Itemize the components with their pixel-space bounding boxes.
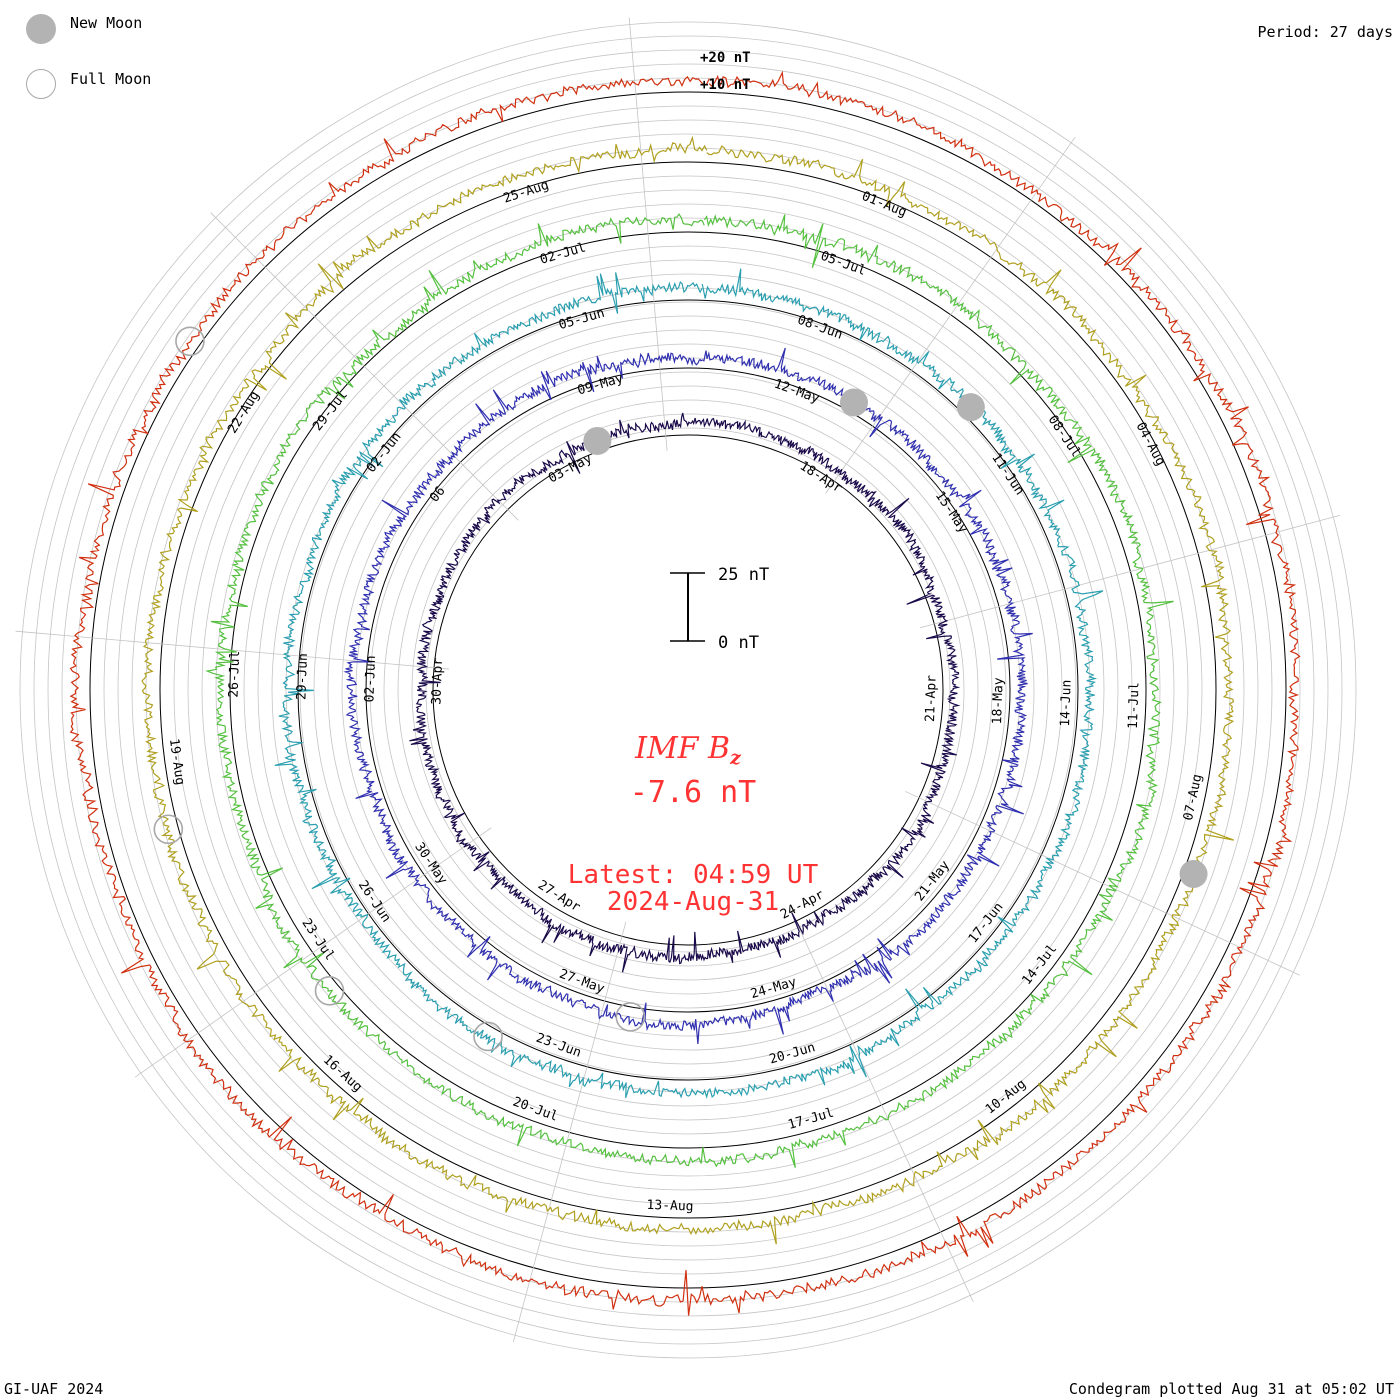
date-labels: 18-Apr21-Apr24-Apr27-Apr30-Apr03-May12-M…: [166, 178, 1206, 1215]
latest-time: Latest: 04:59 UT: [568, 860, 819, 890]
grid-circle: [131, 133, 1245, 1247]
grid-circle: [19, 21, 1357, 1359]
full-moon-legend-label: Full Moon: [70, 70, 152, 88]
grid-spoke: [789, 907, 974, 1302]
offset-label-10: +10 nT: [700, 77, 751, 93]
plotted-timestamp: Condegram plotted Aug 31 at 05:02 UT: [1068, 1380, 1394, 1398]
grid-circle: [33, 35, 1343, 1345]
bz-trace-ring-3: [205, 213, 1174, 1168]
date-label: 17-Jul: [786, 1106, 835, 1133]
full-moon-marker: [314, 976, 345, 1006]
date-label: 21-Apr: [923, 675, 940, 723]
grid-circle: [425, 427, 951, 953]
date-label: 27-May: [557, 967, 606, 997]
grid-circle: [173, 175, 1203, 1205]
zero-line-ring-0: [432, 434, 944, 946]
full-moon-legend-icon: [26, 69, 56, 99]
date-label: 19-Aug: [166, 738, 187, 787]
grid-spoke: [825, 136, 1076, 494]
zero-line-ring-3: [229, 231, 1147, 1149]
bz-trace-ring-1: [343, 347, 1033, 1044]
date-label: 13-Aug: [646, 1198, 693, 1215]
date-label: 20-Jul: [511, 1095, 560, 1125]
date-label: 18-May: [990, 677, 1007, 725]
date-label: 24-May: [749, 975, 798, 1002]
bz-trace-ring-4: [141, 135, 1235, 1245]
grid-spoke: [134, 827, 492, 1078]
grid-circle: [313, 315, 1063, 1065]
grid-circle: [383, 385, 993, 995]
grid-circle: [47, 49, 1329, 1331]
grid-spoke: [905, 791, 1300, 976]
grid-circle: [327, 329, 1049, 1051]
grid-spoke: [210, 212, 519, 521]
moon-markers: [153, 326, 1208, 1052]
grid-spoke: [512, 921, 627, 1343]
new-moon-legend-label: New Moon: [70, 14, 143, 32]
scale-bar-bottom-label: 0 nT: [718, 633, 759, 653]
new-moon-legend-icon: [26, 14, 56, 44]
grid-spokes: [15, 17, 1341, 1343]
date-label: 08-Jul: [1045, 413, 1084, 460]
new-moon-marker: [583, 426, 612, 455]
credit-label: GI-UAF 2024: [4, 1380, 104, 1398]
grid-rings: [19, 21, 1357, 1359]
offset-label-20: +20 nT: [700, 50, 751, 66]
grid-circle: [201, 203, 1175, 1177]
full-moon-marker: [473, 1021, 503, 1052]
date-label: 23-Jun: [534, 1031, 583, 1061]
zero-line-ring-4: [159, 161, 1217, 1219]
date-label: 22-Aug: [225, 389, 263, 437]
grid-circle: [215, 217, 1161, 1163]
full-moon-marker: [615, 1002, 646, 1032]
new-moon-marker: [1179, 860, 1208, 889]
grid-circle: [103, 105, 1273, 1275]
grid-circle: [257, 259, 1119, 1121]
date-label: 12-May: [772, 377, 821, 407]
date-label: 07-Aug: [1181, 773, 1205, 822]
latest-value: -7.6 nT: [630, 775, 756, 810]
full-moon-marker: [175, 326, 205, 357]
grid-spoke: [919, 514, 1341, 629]
chart-title: IMF Bz: [634, 731, 742, 769]
bz-trace-ring-5: [69, 70, 1301, 1316]
grid-circle: [243, 245, 1133, 1135]
grid-circle: [411, 413, 965, 967]
grid-circle: [341, 343, 1035, 1037]
grid-circle: [187, 189, 1189, 1191]
new-moon-marker: [840, 388, 868, 417]
bz-trace-ring-2: [274, 268, 1104, 1099]
bz-trace-ring-0: [409, 412, 961, 973]
grid-spoke: [628, 17, 668, 451]
scale-bar: 25 nT 0 nT: [670, 565, 769, 653]
scale-bar-top-label: 25 nT: [718, 565, 769, 585]
zero-line-ring-1: [365, 367, 1011, 1013]
grid-circle: [61, 63, 1315, 1317]
date-label: 06: [427, 484, 448, 506]
date-label: 02-Jun: [362, 655, 379, 702]
grid-circle: [285, 287, 1091, 1093]
date-label: 11-Jul: [1126, 682, 1143, 729]
grid-circle: [397, 399, 979, 981]
new-moon-marker: [956, 393, 985, 422]
grid-circle: [117, 119, 1259, 1261]
bz-traces: [69, 70, 1301, 1316]
date-label: 08-Jun: [795, 313, 844, 343]
date-label: 30-Apr: [429, 657, 446, 705]
grid-circle: [369, 371, 1007, 1009]
latest-date: 2024-Aug-31: [607, 887, 779, 917]
date-label: 14-Jun: [1058, 679, 1075, 726]
grid-spoke: [15, 630, 449, 670]
date-label: 26-Jul: [226, 650, 243, 697]
zero-line-ring-2: [297, 299, 1079, 1081]
date-label: 04-Aug: [1133, 420, 1168, 469]
full-moon-marker: [153, 814, 184, 845]
zero-line-ring-5: [89, 91, 1287, 1289]
grid-circle: [271, 273, 1105, 1107]
date-label: 29-Jun: [294, 653, 311, 700]
period-label: Period: 27 days: [1257, 23, 1393, 41]
